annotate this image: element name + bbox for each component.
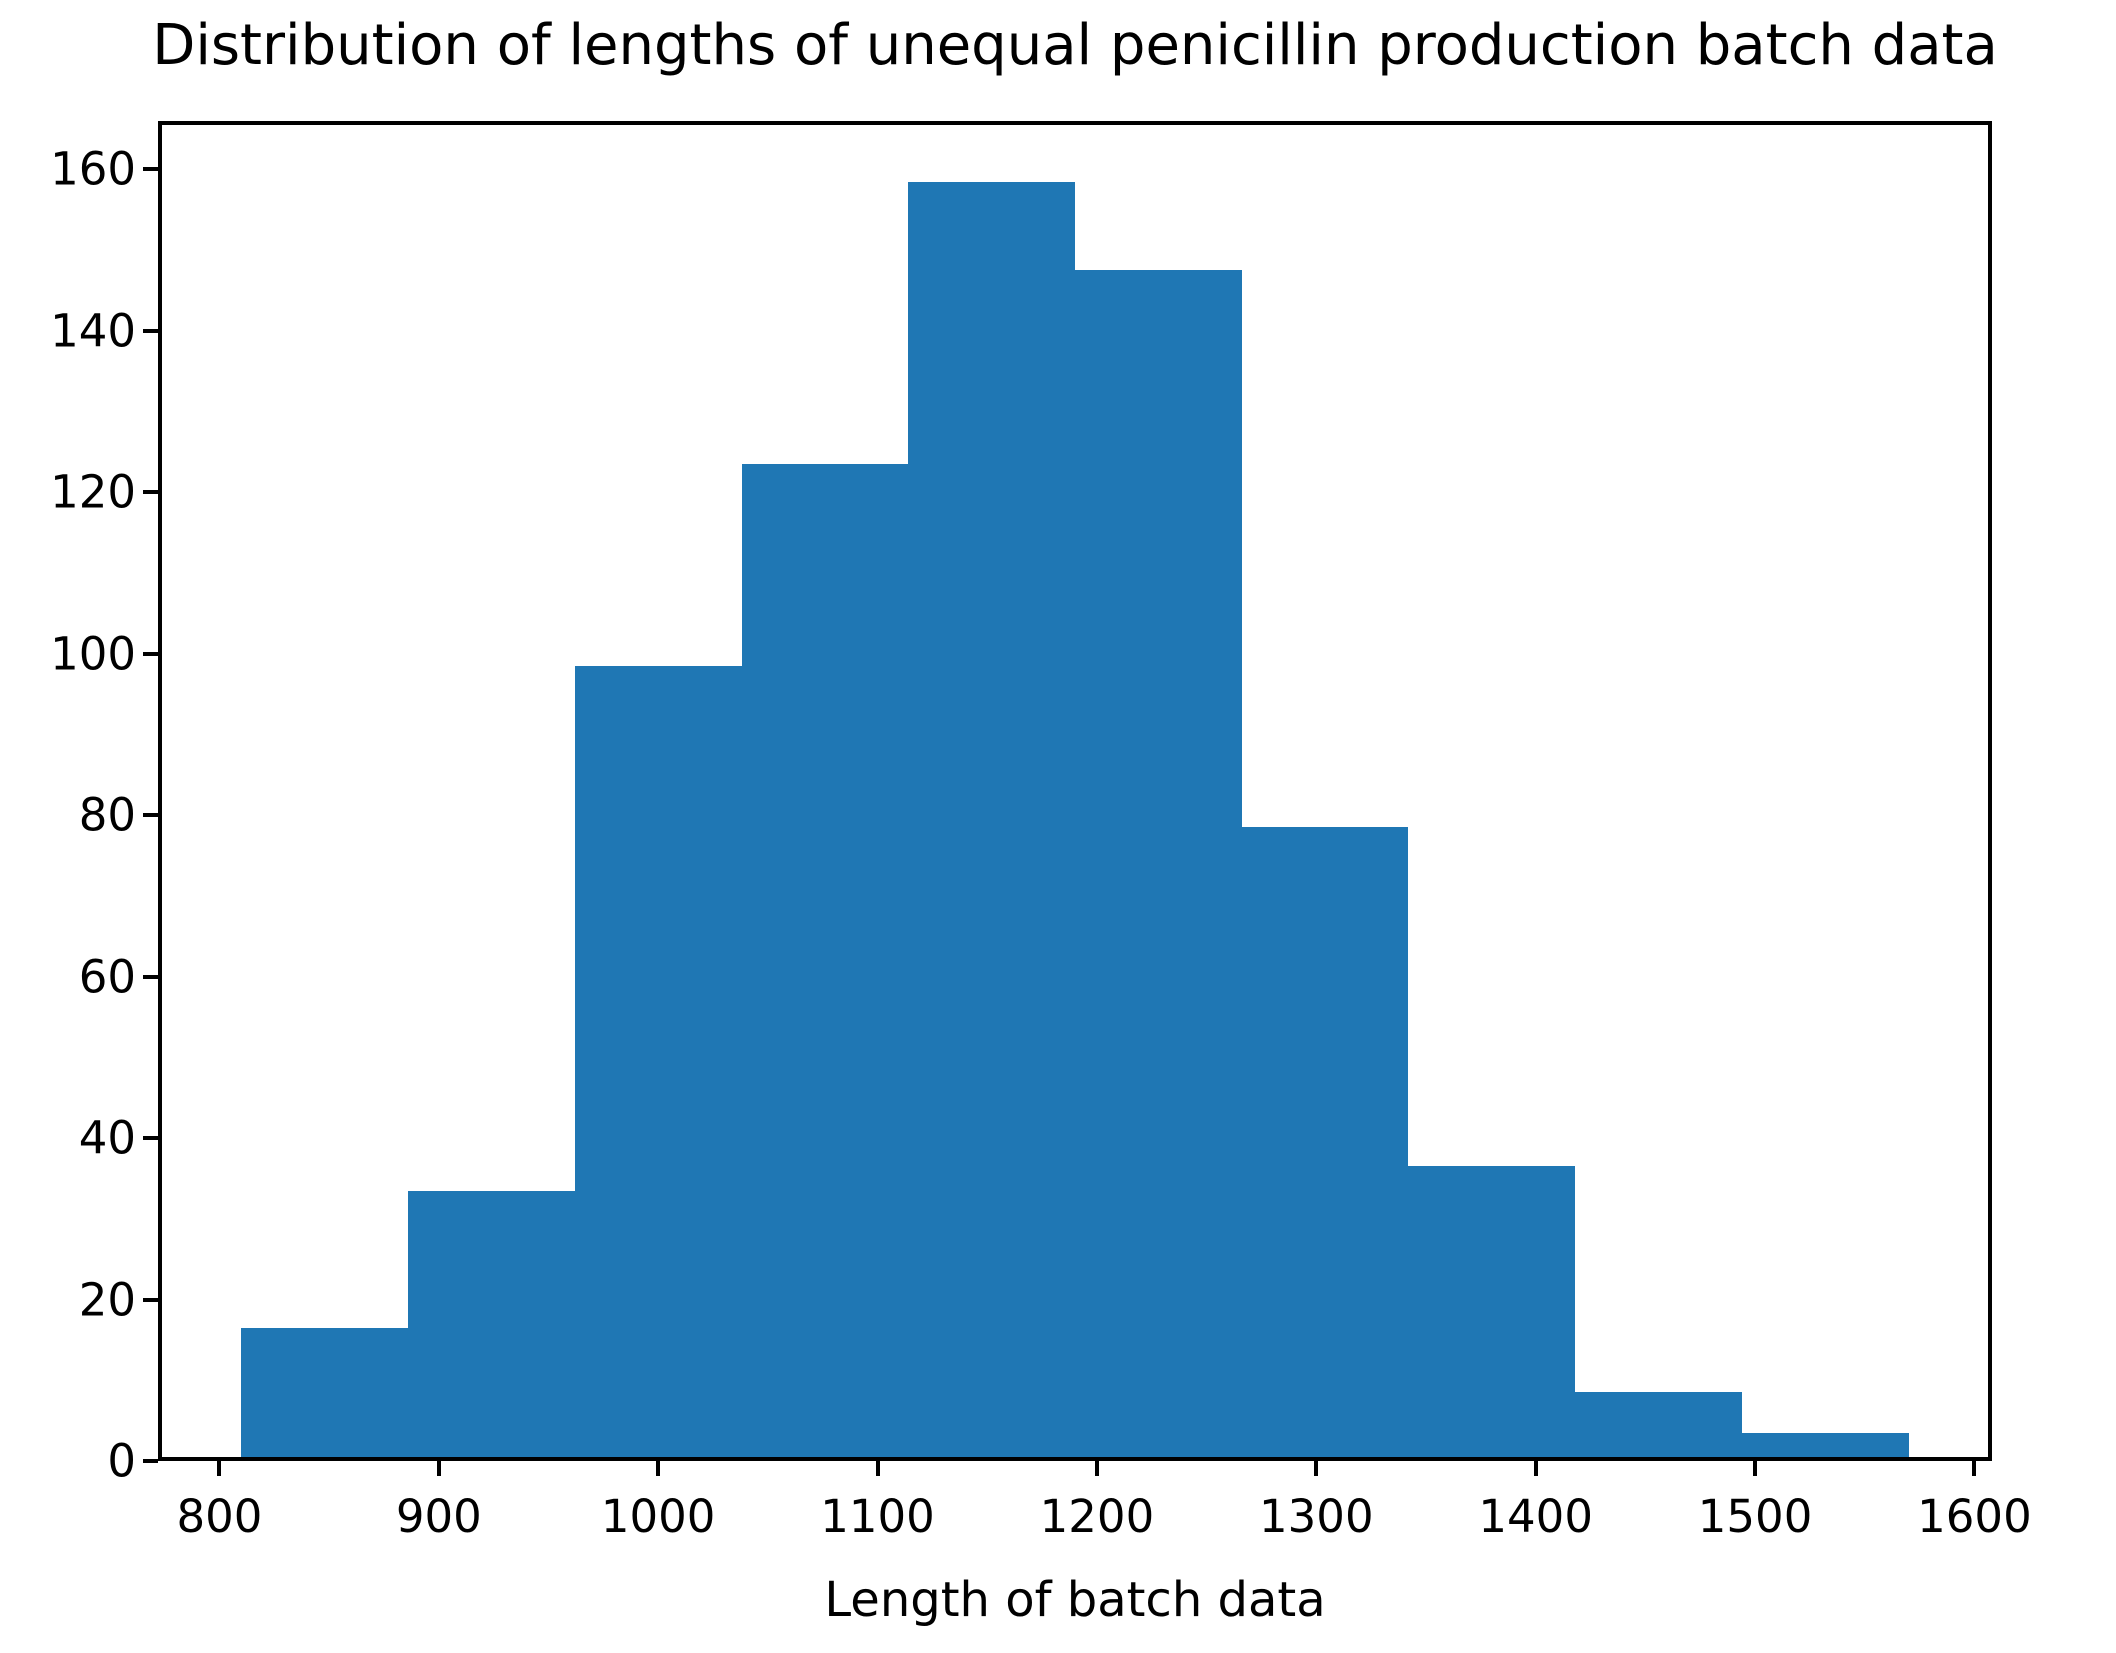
histogram-bar — [241, 1327, 409, 1457]
x-tick-label: 1200 — [1039, 1490, 1155, 1543]
y-tick-mark — [143, 974, 158, 979]
x-tick-label: 1100 — [820, 1490, 935, 1543]
y-tick-label: 0 — [107, 1434, 136, 1488]
y-tick-label: 80 — [78, 788, 136, 842]
x-tick-label: 1600 — [1917, 1490, 2032, 1543]
y-tick-mark — [143, 813, 158, 818]
histogram-bar — [574, 665, 742, 1457]
y-tick-mark — [143, 1459, 158, 1463]
x-tick-label: 1000 — [600, 1490, 716, 1543]
y-tick-label: 20 — [78, 1273, 136, 1327]
x-tick-mark — [1753, 1461, 1758, 1476]
histogram-bar — [408, 1190, 575, 1457]
histogram-bar — [1408, 1166, 1576, 1457]
histogram-bar — [908, 181, 1075, 1457]
x-tick-mark — [1094, 1461, 1099, 1476]
x-tick-label: 800 — [176, 1490, 263, 1543]
y-tick-label: 120 — [50, 465, 136, 519]
x-tick-mark — [1314, 1461, 1319, 1476]
x-tick-label: 1300 — [1259, 1490, 1374, 1543]
x-tick-label: 1400 — [1478, 1490, 1593, 1543]
histogram-bar — [1241, 827, 1409, 1457]
x-tick-label: 900 — [395, 1490, 482, 1543]
y-tick-label: 160 — [50, 142, 136, 196]
histogram-bar — [1575, 1392, 1742, 1457]
x-tick-label: 1500 — [1697, 1490, 1813, 1543]
histogram-bar — [741, 464, 909, 1457]
x-tick-mark — [436, 1461, 441, 1476]
x-tick-mark — [1533, 1461, 1538, 1476]
histogram-bar — [1741, 1432, 1909, 1457]
x-axis-label: Length of batch data — [824, 1572, 1326, 1628]
histogram-bar — [1075, 270, 1242, 1457]
x-tick-mark — [875, 1461, 880, 1476]
y-tick-label: 40 — [78, 1111, 136, 1165]
plot-area — [158, 121, 1992, 1461]
y-tick-mark — [143, 328, 158, 333]
x-tick-mark — [217, 1461, 222, 1476]
x-tick-mark — [1972, 1461, 1977, 1476]
x-tick-mark — [656, 1461, 661, 1476]
histogram-bars — [162, 125, 1988, 1457]
chart-title: Distribution of lengths of unequal penic… — [152, 13, 1998, 78]
y-tick-mark — [143, 167, 158, 172]
y-tick-mark — [143, 651, 158, 656]
y-tick-label: 60 — [78, 950, 136, 1004]
y-tick-label: 100 — [50, 627, 136, 681]
y-tick-mark — [143, 1136, 158, 1141]
y-tick-mark — [143, 490, 158, 495]
y-tick-label: 140 — [50, 304, 136, 358]
y-tick-mark — [143, 1297, 158, 1302]
